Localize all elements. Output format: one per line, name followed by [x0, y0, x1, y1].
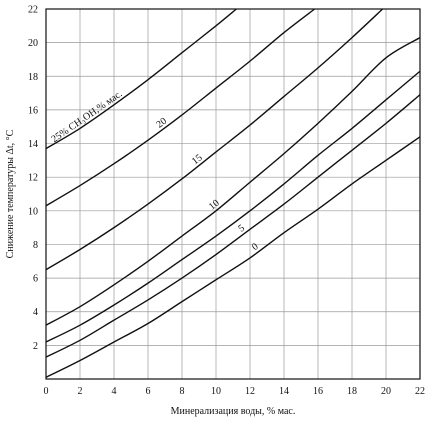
curve-labels: 05 10 15 20 25% CH₃OH,% мас. — [50, 89, 261, 254]
curve-series-2 — [45, 70, 421, 343]
curve-series-6 — [45, 8, 237, 150]
y-tick-label: 20 — [28, 38, 38, 49]
y-tick-label: 6 — [33, 274, 38, 285]
curve-label-4: 15 — [190, 152, 205, 167]
curve-series-1 — [45, 94, 421, 358]
curve-series-3 — [45, 36, 421, 326]
curve-label-6: 25% CH₃OH,% мас. — [50, 89, 125, 146]
grid — [46, 9, 420, 379]
y-axis-title: Снижение температуры Δt, °C — [5, 129, 16, 258]
curve-label-0: 0 — [250, 241, 261, 253]
x-tick-label: 2 — [78, 386, 83, 397]
x-tick-label: 4 — [112, 386, 117, 397]
y-tick-label: 12 — [28, 173, 38, 184]
curve-label-3: 10 — [207, 198, 222, 213]
x-tick-label: 6 — [146, 386, 151, 397]
x-tick-label: 16 — [313, 386, 323, 397]
y-tick-label: 18 — [28, 72, 38, 83]
x-tick-label: 22 — [415, 386, 425, 397]
curve-label-1: 5 — [236, 223, 247, 235]
y-tick-label: 14 — [28, 139, 38, 150]
x-axis-title: Минерализация воды, % мас. — [171, 406, 296, 417]
plot-frame — [45, 8, 421, 380]
curves — [45, 8, 421, 378]
x-tick-label: 8 — [180, 386, 185, 397]
x-tick-labels: 0 2 4 6 8 10 12 14 16 18 20 22 — [44, 386, 426, 397]
curve-series-5 — [45, 8, 316, 207]
curve-label-5: 20 — [154, 116, 169, 131]
y-tick-labels: 2 4 6 8 10 12 14 16 18 20 22 — [28, 5, 38, 352]
y-tick-label: 16 — [28, 105, 38, 116]
curve-series-4 — [45, 8, 384, 271]
curve-series-0 — [45, 136, 421, 378]
y-tick-label: 22 — [28, 5, 38, 16]
y-tick-label: 10 — [28, 206, 38, 217]
y-tick-label: 4 — [33, 307, 38, 318]
y-tick-label: 8 — [33, 240, 38, 251]
x-tick-label: 14 — [279, 386, 289, 397]
x-tick-label: 0 — [44, 386, 49, 397]
x-tick-label: 18 — [347, 386, 357, 397]
y-tick-label: 2 — [33, 341, 38, 352]
x-tick-label: 12 — [245, 386, 255, 397]
x-tick-label: 20 — [381, 386, 391, 397]
x-tick-label: 10 — [211, 386, 221, 397]
